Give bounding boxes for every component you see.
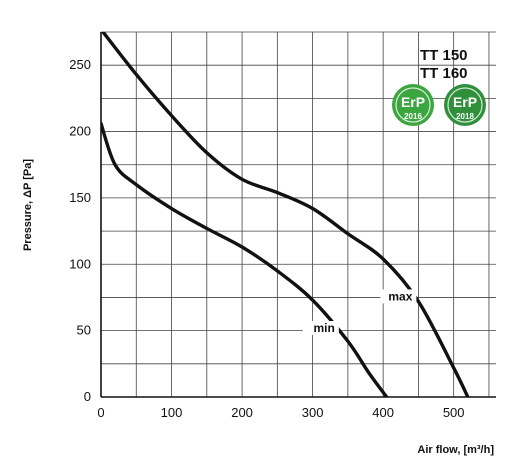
y-tick-label: 250 xyxy=(69,57,91,72)
x-tick-label: 200 xyxy=(231,405,253,420)
curve-labels: max min xyxy=(302,289,417,336)
x-tick-label: 400 xyxy=(372,405,394,420)
x-tick-label: 100 xyxy=(161,405,183,420)
curve-min xyxy=(101,121,389,397)
grid xyxy=(101,31,496,397)
tick-labels: 0 100 200 300 400 500 0 50 100 150 200 250 xyxy=(69,57,464,420)
curve-label-min: min xyxy=(313,321,334,335)
erp-2016-badge-label: ErP xyxy=(401,94,425,110)
erp-2016-badge-year: 2016 xyxy=(404,112,422,121)
y-tick-label: 200 xyxy=(69,124,91,139)
x-tick-label: 500 xyxy=(443,405,465,420)
erp-2018-badge-icon: ErP 2018 xyxy=(444,84,486,126)
x-tick-label: 300 xyxy=(302,405,324,420)
axes xyxy=(100,32,496,398)
y-tick-label: 100 xyxy=(69,256,91,271)
y-tick-label: 150 xyxy=(69,190,91,205)
y-tick-label: 0 xyxy=(84,389,91,404)
erp-2018-badge-year: 2018 xyxy=(456,112,474,121)
erp-2018-badge-label: ErP xyxy=(453,94,477,110)
curve-label-bg xyxy=(302,321,339,336)
model-label-tt150: TT 150 xyxy=(420,47,468,64)
erp-2016-badge-icon: ErP 2016 xyxy=(392,84,434,126)
x-axis-title: Air flow, [m³/h] xyxy=(417,444,494,456)
curves xyxy=(101,32,470,397)
curve-max xyxy=(101,32,470,397)
x-tick-label: 0 xyxy=(97,405,104,420)
curve-label-max: max xyxy=(388,289,412,303)
curve-label-bg xyxy=(380,289,417,304)
model-label-tt160: TT 160 xyxy=(420,65,468,82)
y-tick-label: 50 xyxy=(77,323,91,338)
y-axis-title: Pressure, ΔP [Pa] xyxy=(22,159,34,251)
